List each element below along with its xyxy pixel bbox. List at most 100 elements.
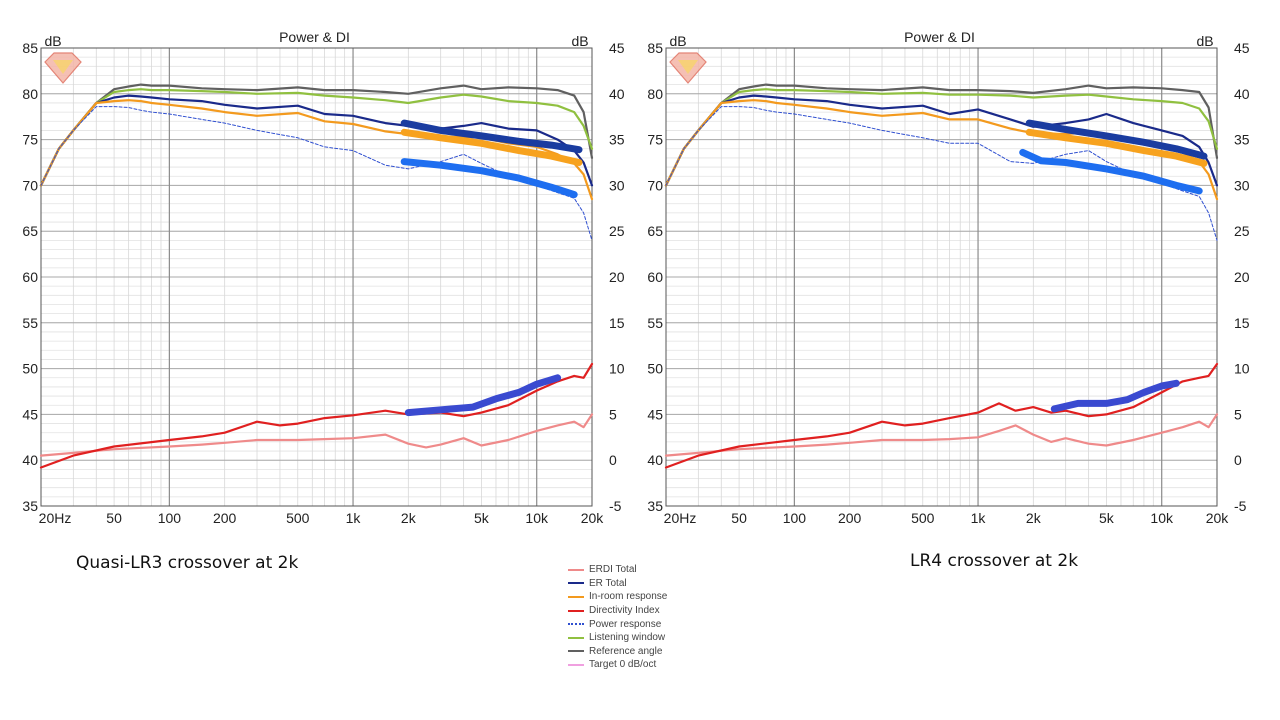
legend-label: Target 0 dB/oct (589, 659, 657, 671)
y-tick-label: 35 (22, 498, 38, 514)
y-tick-label: 35 (647, 498, 663, 514)
y-axis-label: dB (669, 33, 686, 49)
legend-item: Directivity Index (568, 604, 667, 618)
series-erdi-total (39, 413, 594, 457)
legend-label: Power response (589, 618, 662, 630)
x-tick-label: 20k (581, 510, 605, 526)
x-tick-label: 20Hz (39, 510, 72, 526)
legend-item: In-room response (568, 590, 667, 604)
y-tick-label: 80 (647, 86, 663, 102)
x-tick-label: 2k (401, 510, 417, 526)
legend-item: ER Total (568, 577, 667, 591)
y2-tick-label: -5 (1234, 498, 1247, 514)
series-er-total-trend (1025, 119, 1208, 160)
y2-tick-label: 15 (1234, 315, 1250, 331)
y2-tick-label: 5 (1234, 406, 1242, 422)
y2-tick-label: 25 (1234, 223, 1250, 239)
series-er-total-trend (400, 119, 583, 154)
legend-label: ERDI Total (589, 564, 637, 576)
y-tick-label: 70 (647, 177, 663, 193)
y2-tick-label: 0 (1234, 452, 1242, 468)
y-tick-label: 60 (647, 269, 663, 285)
plot-frame (40, 47, 593, 507)
y2-tick-label: 0 (609, 452, 617, 468)
y2-tick-label: 45 (1234, 40, 1250, 56)
y-axis-label: dB (44, 33, 61, 49)
x-tick-label: 5k (474, 510, 490, 526)
chart-title: Power & DI (279, 29, 350, 45)
series-reference-angle (39, 83, 594, 187)
legend-swatch (568, 623, 584, 626)
series-er-total (664, 94, 1219, 187)
chart-right: Power & DI dB dB 35 40 45 50 55 60 65 70 75 80 85 -5 0 5… (647, 29, 1249, 526)
y-tick-label: 40 (647, 452, 663, 468)
legend-label: ER Total (589, 577, 627, 589)
legend-swatch (568, 582, 584, 585)
logo-inner (678, 60, 698, 74)
y2-tick-label: 20 (609, 269, 625, 285)
logo-inner (53, 60, 73, 74)
series-reference-angle (664, 83, 1219, 187)
y-tick-label: 40 (22, 452, 38, 468)
y2-tick-label: 30 (609, 177, 625, 193)
y2-tick-label: 5 (609, 406, 617, 422)
y-tick-label: 50 (22, 361, 38, 377)
y-tick-label: 60 (22, 269, 38, 285)
x-tick-label: 100 (783, 510, 807, 526)
x-tick-label: 500 (286, 510, 310, 526)
legend-item: Reference angle (568, 645, 667, 659)
legend-label: Listening window (589, 632, 666, 644)
y2-tick-label: -5 (609, 498, 622, 514)
y-tick-label: 45 (647, 406, 663, 422)
legend-item: Listening window (568, 631, 667, 645)
legend-item: ERDI Total (568, 563, 667, 577)
y-tick-label: 50 (647, 361, 663, 377)
series-power-response (40, 106, 593, 241)
y-tick-label: 65 (647, 223, 663, 239)
series-listening-window (664, 88, 1219, 187)
legend-label: Reference angle (589, 645, 663, 657)
x-tick-label: 10k (1150, 510, 1174, 526)
x-tick-label: 50 (106, 510, 122, 526)
y-tick-label: 65 (22, 223, 38, 239)
legend-swatch (568, 650, 584, 653)
x-tick-label: 200 (838, 510, 862, 526)
y2-tick-label: 15 (609, 315, 625, 331)
legend-swatch (568, 636, 584, 639)
y2-axis-label: dB (571, 33, 588, 49)
series-in-room-response-trend (400, 128, 583, 166)
y-tick-label: 80 (22, 86, 38, 102)
legend-swatch (568, 568, 584, 571)
series-power-response-trend (1019, 148, 1203, 195)
y-tick-label: 55 (22, 315, 38, 331)
y-tick-label: 85 (22, 40, 38, 56)
y2-tick-label: 45 (609, 40, 625, 56)
series-er-total (39, 94, 594, 187)
logo-icon (44, 52, 82, 84)
x-tick-label: 2k (1026, 510, 1042, 526)
y-tick-label: 75 (647, 132, 663, 148)
y-tick-label: 45 (22, 406, 38, 422)
series-power-response-trend (400, 158, 578, 199)
y2-tick-label: 10 (1234, 361, 1250, 377)
y2-tick-label: 40 (1234, 86, 1250, 102)
chart-left: Power & DI dB dB 35 40 45 50 55 60 65 70 75 80 85 -5 0 5… (22, 29, 624, 526)
legend-swatch (568, 663, 584, 666)
x-tick-label: 500 (911, 510, 935, 526)
y2-tick-label: 30 (1234, 177, 1250, 193)
x-tick-label: 20k (1206, 510, 1230, 526)
legend-swatch (568, 595, 584, 598)
y-tick-label: 75 (22, 132, 38, 148)
series-listening-window (39, 88, 594, 187)
x-tick-label: 1k (346, 510, 362, 526)
chart-title: Power & DI (904, 29, 975, 45)
x-tick-label: 20Hz (664, 510, 697, 526)
y-tick-label: 85 (647, 40, 663, 56)
series-in-room-response-trend (1025, 128, 1208, 167)
x-tick-label: 100 (158, 510, 182, 526)
caption-left: Quasi-LR3 crossover at 2k (76, 553, 299, 573)
x-tick-label: 1k (971, 510, 987, 526)
y2-tick-label: 10 (609, 361, 625, 377)
series-directivity-index (664, 362, 1219, 469)
